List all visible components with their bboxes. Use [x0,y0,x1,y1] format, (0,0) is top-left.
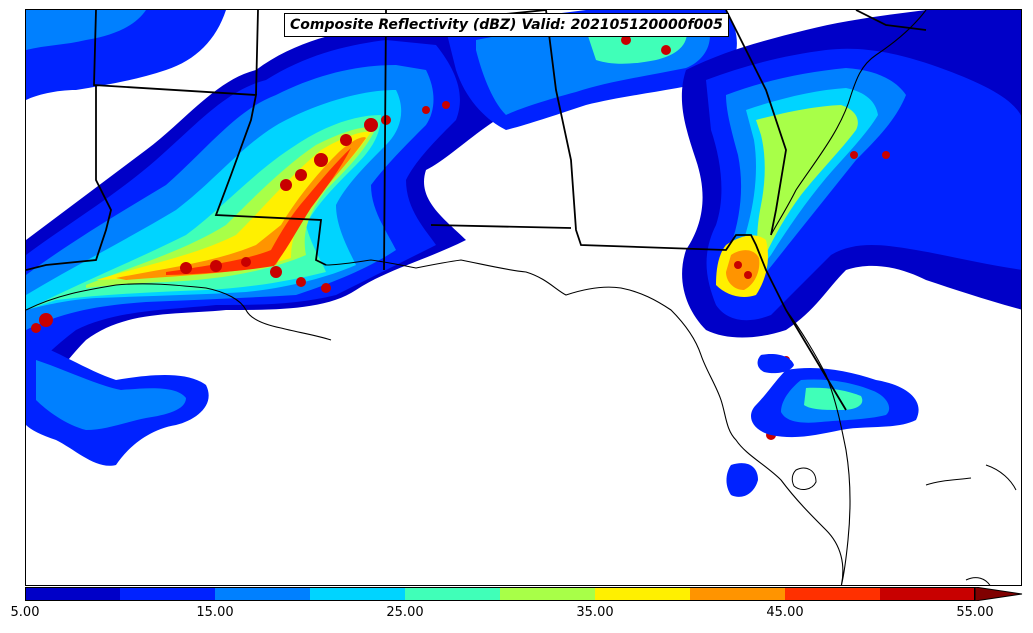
colorbar-tick-label: 55.00 [956,605,994,620]
precip-region-northwest-2 [26,10,146,50]
colorbar-tick-label: 25.00 [386,605,424,620]
precip-region-florida-3 [804,387,863,410]
colorbar-tick-label: 15.00 [196,605,234,620]
map-panel [25,9,1022,586]
precip-region-east-7 [726,250,760,290]
reflectivity-map [26,10,1021,585]
colorbar-bin-9 [880,587,976,601]
colorbar-tick-label: 35.00 [576,605,614,620]
storm-cores-west [31,101,450,333]
colorbar-bin-7 [690,587,786,601]
colorbar-bins [25,587,976,601]
precip-region-east-5 [756,105,858,265]
colorbar-bin-5 [500,587,596,601]
precip-region-florida-5 [757,354,794,374]
precip-region-west-8 [116,137,366,280]
colorbar-bin-8 [785,587,881,601]
colorbar [25,587,1023,601]
map-title: Composite Reflectivity (dBZ) Valid: 2021… [284,13,729,37]
colorbar-bin-3 [310,587,406,601]
lake-okeechobee [791,467,817,490]
coastline [26,10,927,585]
colorbar-tick-label: 5.00 [10,605,40,620]
colorbar-tick-label: 45.00 [766,605,804,620]
bahamas [925,464,1017,585]
reflectivity-fields [26,10,1021,497]
precip-region-florida-4 [726,463,758,497]
colorbar-bin-4 [405,587,501,601]
colorbar-bin-1 [120,587,216,601]
colorbar-bin-0 [25,587,121,601]
colorbar-extend-arrow [974,587,1023,601]
precip-region-gulf-west-2 [36,360,186,430]
precip-region-west-7 [96,131,371,280]
colorbar-bin-2 [215,587,311,601]
colorbar-outline [25,587,975,601]
colorbar-bin-6 [595,587,691,601]
